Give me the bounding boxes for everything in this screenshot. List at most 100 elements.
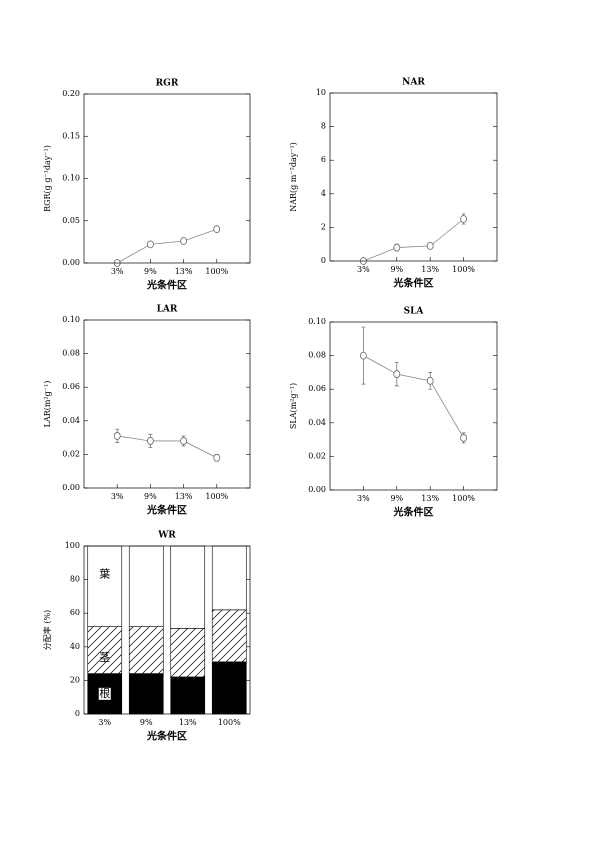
y-tick-label: 0.15 xyxy=(62,131,80,140)
y-tick-label: 0.00 xyxy=(62,258,80,267)
x-tick-label: 13% xyxy=(175,492,193,501)
y-tick-label: 0.00 xyxy=(308,485,326,494)
point xyxy=(460,215,468,223)
y-tick-label: 0.20 xyxy=(62,89,80,98)
y-axis-label: LAR(m²g⁻¹) xyxy=(43,381,52,428)
line xyxy=(117,435,217,459)
point xyxy=(426,241,434,250)
line xyxy=(117,228,217,264)
point xyxy=(460,434,468,442)
x-axis-label: 光条件区 xyxy=(146,279,187,292)
y-tick-label: 20 xyxy=(70,675,80,684)
line xyxy=(363,218,464,262)
point xyxy=(180,237,188,245)
y-tick-label: 0.02 xyxy=(62,449,80,458)
point xyxy=(213,225,221,234)
x-tick-label: 13% xyxy=(175,267,193,276)
x-axis-label: 光条件区 xyxy=(146,730,187,743)
x-tick-label: 100% xyxy=(452,265,475,274)
x-tick-label: 100% xyxy=(205,492,228,501)
point xyxy=(393,243,401,252)
x-axis-label: 光条件区 xyxy=(146,504,187,517)
bar-segment xyxy=(170,676,206,715)
x-axis-label: 光条件区 xyxy=(393,506,434,519)
y-tick-label: 0.10 xyxy=(62,315,80,324)
y-axis-label: 分配率 (%) xyxy=(42,610,52,650)
y-tick-label: 2 xyxy=(321,222,326,231)
y-tick-label: 0.06 xyxy=(308,384,326,393)
x-tick-label: 9% xyxy=(144,492,157,501)
x-axis-label: 光条件区 xyxy=(393,277,434,290)
point xyxy=(393,370,401,378)
point xyxy=(113,432,121,440)
point xyxy=(180,437,188,445)
y-tick-label: 10 xyxy=(316,88,326,97)
x-tick-label: 13% xyxy=(421,494,439,503)
x-tick-label: 9% xyxy=(390,265,403,274)
y-tick-label: 80 xyxy=(70,575,80,584)
line xyxy=(363,355,464,439)
point xyxy=(426,376,434,385)
bar-segment xyxy=(128,545,164,627)
plot-frame xyxy=(83,545,251,715)
y-tick-label: 0.05 xyxy=(62,216,80,225)
point xyxy=(146,240,154,249)
bar-segment xyxy=(211,609,247,663)
y-axis-label: SLA(m²g⁻¹) xyxy=(289,383,298,429)
chart-title: WR xyxy=(157,531,176,541)
y-tick-label: 0.02 xyxy=(308,451,326,460)
x-tick-label: 3% xyxy=(357,494,370,503)
bar-segment xyxy=(211,545,247,611)
x-tick-label: 13% xyxy=(179,718,197,727)
chart-title: RGR xyxy=(156,79,179,89)
series-label: 葉 xyxy=(99,566,110,580)
y-tick-label: 60 xyxy=(70,608,80,617)
plot-frame xyxy=(83,93,251,264)
series-label: 茎 xyxy=(99,651,110,664)
y-tick-label: 0.04 xyxy=(62,416,80,425)
x-tick-label: 9% xyxy=(144,267,157,276)
bar-segment xyxy=(211,661,247,715)
y-tick-label: 0.00 xyxy=(62,483,80,492)
x-tick-label: 100% xyxy=(452,494,475,503)
x-tick-label: 3% xyxy=(357,265,370,274)
chart-title: SLA xyxy=(404,307,425,317)
plot-frame xyxy=(83,319,251,489)
y-axis-label: RGR(g g⁻¹day⁻¹) xyxy=(43,145,52,212)
bar-segment xyxy=(170,628,206,678)
y-tick-label: 0.06 xyxy=(62,382,80,391)
bar-segment xyxy=(128,626,164,674)
y-tick-label: 0.10 xyxy=(62,174,80,183)
point xyxy=(213,453,221,462)
x-tick-label: 3% xyxy=(111,492,124,501)
y-axis-label: NAR(g m⁻²day⁻¹) xyxy=(289,142,298,212)
bar-segment xyxy=(87,626,123,674)
bar-segment xyxy=(128,673,164,715)
bar-segment xyxy=(170,545,206,629)
y-tick-label: 100 xyxy=(65,541,80,550)
point xyxy=(359,351,367,360)
chart-title: NAR xyxy=(402,78,425,88)
y-tick-label: 8 xyxy=(321,122,326,131)
y-tick-label: 0.08 xyxy=(308,351,326,360)
y-tick-label: 0.04 xyxy=(308,418,326,427)
chart-title: LAR xyxy=(157,305,178,315)
y-tick-label: 6 xyxy=(321,155,326,164)
y-tick-label: 40 xyxy=(70,642,80,651)
y-tick-label: 0.08 xyxy=(62,349,80,358)
y-tick-label: 0 xyxy=(321,256,326,265)
x-tick-label: 100% xyxy=(218,718,241,727)
point xyxy=(146,437,154,445)
x-tick-label: 100% xyxy=(205,267,228,276)
label-box xyxy=(98,687,111,700)
bar-segment xyxy=(87,545,123,627)
x-tick-label: 13% xyxy=(421,265,439,274)
plot-frame xyxy=(329,321,498,491)
y-tick-label: 0.10 xyxy=(308,317,326,326)
x-tick-label: 9% xyxy=(390,494,403,503)
x-tick-label: 3% xyxy=(98,718,111,727)
y-tick-label: 0 xyxy=(75,709,80,718)
plot-frame xyxy=(329,92,498,262)
x-tick-label: 3% xyxy=(111,267,124,276)
